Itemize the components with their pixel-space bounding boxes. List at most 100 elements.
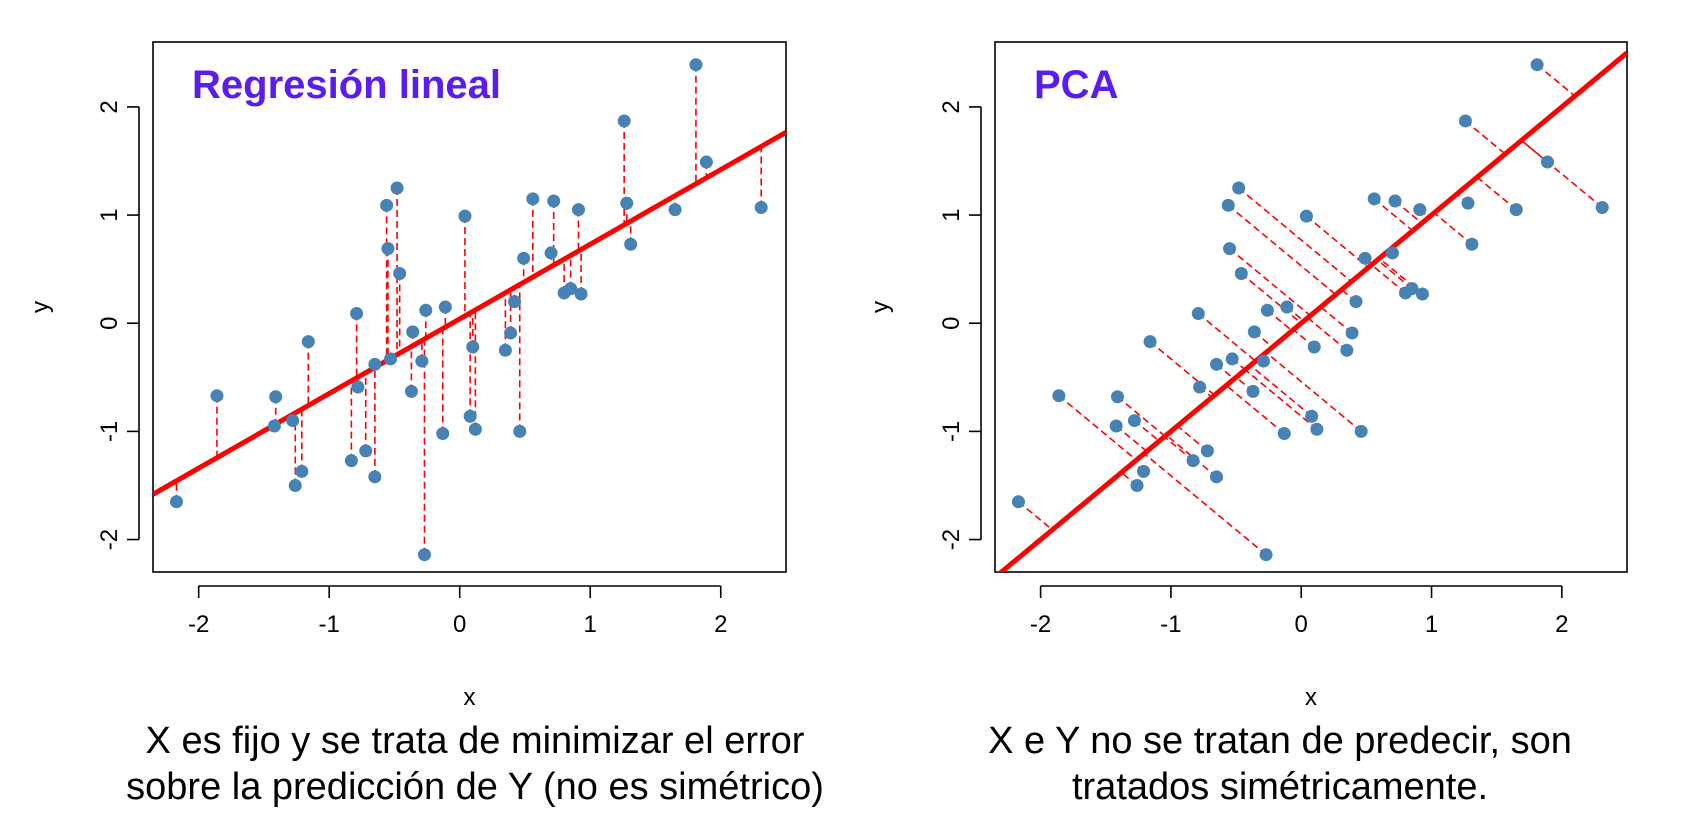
residual-segment bbox=[1240, 272, 1302, 324]
residual-segment bbox=[1229, 247, 1311, 317]
x-tick-label: 0 bbox=[1295, 611, 1308, 638]
data-point bbox=[350, 306, 364, 320]
x-tick-label: -2 bbox=[188, 611, 209, 638]
residual-segment bbox=[1305, 215, 1369, 269]
residual-segment bbox=[1476, 176, 1517, 211]
data-point bbox=[1246, 384, 1260, 398]
data-point bbox=[406, 325, 420, 339]
data-point bbox=[1011, 495, 1025, 509]
y-tick-label: 2 bbox=[938, 100, 965, 113]
regression-caption-line2: sobre la predicción de Y (no es simétric… bbox=[126, 766, 824, 808]
pca-caption: X e Y no se tratan de predecir, son trat… bbox=[900, 718, 1660, 810]
data-point bbox=[1595, 200, 1609, 214]
data-point bbox=[267, 419, 281, 433]
data-point bbox=[1137, 464, 1151, 478]
residual-segment bbox=[1225, 384, 1285, 435]
residual-segment bbox=[1464, 120, 1506, 155]
data-point bbox=[1130, 478, 1144, 492]
data-point bbox=[544, 246, 558, 260]
data-point bbox=[517, 251, 531, 265]
data-point bbox=[1234, 266, 1248, 280]
data-point bbox=[384, 352, 398, 366]
data-point bbox=[1256, 354, 1270, 368]
y-axis-label: y bbox=[27, 301, 54, 313]
data-point bbox=[513, 424, 527, 438]
data-point bbox=[1305, 409, 1319, 423]
data-point bbox=[624, 237, 638, 251]
residual-segment bbox=[1536, 64, 1576, 97]
data-point bbox=[1458, 114, 1472, 128]
data-point bbox=[344, 454, 358, 468]
data-point bbox=[390, 181, 404, 195]
data-point bbox=[1193, 380, 1207, 394]
data-point bbox=[463, 409, 477, 423]
data-point bbox=[1280, 300, 1294, 314]
residual-segment bbox=[1520, 139, 1603, 209]
plot-frame bbox=[994, 41, 1628, 573]
data-point bbox=[668, 203, 682, 217]
data-point bbox=[368, 357, 382, 371]
data-point bbox=[368, 470, 382, 484]
data-point bbox=[1221, 198, 1235, 212]
data-point bbox=[210, 389, 224, 403]
residual-segment bbox=[1058, 395, 1137, 461]
data-point bbox=[1210, 357, 1224, 371]
data-point bbox=[1110, 390, 1124, 404]
residual-segment bbox=[1371, 264, 1406, 294]
data-point bbox=[508, 295, 522, 309]
residual-segment bbox=[1320, 306, 1353, 334]
data-point bbox=[436, 427, 450, 441]
residual-segment bbox=[1378, 257, 1423, 295]
chart-title: PCA bbox=[1034, 63, 1118, 107]
data-point bbox=[417, 548, 431, 562]
data-point bbox=[468, 422, 482, 436]
data-point bbox=[1354, 424, 1368, 438]
data-point bbox=[1247, 325, 1261, 339]
data-point bbox=[689, 58, 703, 72]
data-point bbox=[1367, 192, 1381, 206]
x-tick-label: 1 bbox=[1425, 611, 1438, 638]
y-tick-label: -1 bbox=[938, 421, 965, 442]
data-point bbox=[381, 242, 395, 256]
data-point bbox=[1340, 343, 1354, 357]
data-point bbox=[1415, 287, 1429, 301]
data-point bbox=[1310, 422, 1324, 436]
regression-caption: X es fijo y se trata de minimizar el err… bbox=[20, 718, 930, 810]
data-point bbox=[1225, 352, 1239, 366]
x-tick-label: 0 bbox=[453, 611, 466, 638]
residual-segment bbox=[1244, 369, 1318, 430]
regression-panel: -2 -1 0 1 2 -2 -1 0 1 2 x y Regresión lineal bbox=[27, 41, 787, 711]
residual-segment bbox=[1017, 501, 1053, 531]
data-point bbox=[1200, 444, 1214, 458]
data-point bbox=[393, 266, 407, 280]
y-tick-label: 0 bbox=[96, 317, 123, 330]
residual-segment bbox=[1238, 187, 1352, 283]
data-point bbox=[288, 478, 302, 492]
data-point bbox=[269, 390, 283, 404]
data-point bbox=[1349, 295, 1363, 309]
residual-segment bbox=[1143, 452, 1267, 556]
y-tick-label: -1 bbox=[96, 421, 123, 442]
data-point bbox=[286, 414, 300, 428]
y-tick-label: 1 bbox=[96, 208, 123, 221]
data-point bbox=[1210, 470, 1224, 484]
data-point bbox=[526, 192, 540, 206]
pca-caption-line1: X e Y no se tratan de predecir, son bbox=[988, 720, 1572, 762]
data-point bbox=[1385, 246, 1399, 260]
data-point bbox=[1052, 389, 1066, 403]
data-point bbox=[1223, 242, 1237, 256]
fit-line bbox=[997, 50, 1627, 572]
data-point bbox=[1405, 282, 1419, 296]
data-point bbox=[1127, 414, 1141, 428]
pca-caption-line2: tratados simétricamente. bbox=[1071, 766, 1489, 808]
data-point bbox=[1232, 181, 1246, 195]
y-tick-label: -2 bbox=[96, 529, 123, 550]
fit-line bbox=[153, 130, 786, 497]
residual-segment bbox=[1376, 259, 1413, 290]
residual-segment bbox=[1227, 204, 1337, 296]
x-tick-label: 2 bbox=[714, 611, 727, 638]
data-point bbox=[419, 303, 433, 317]
data-point bbox=[359, 444, 373, 458]
pca-panel: -2 -1 0 1 2 -2 -1 0 1 2 x y PCA bbox=[867, 41, 1628, 711]
